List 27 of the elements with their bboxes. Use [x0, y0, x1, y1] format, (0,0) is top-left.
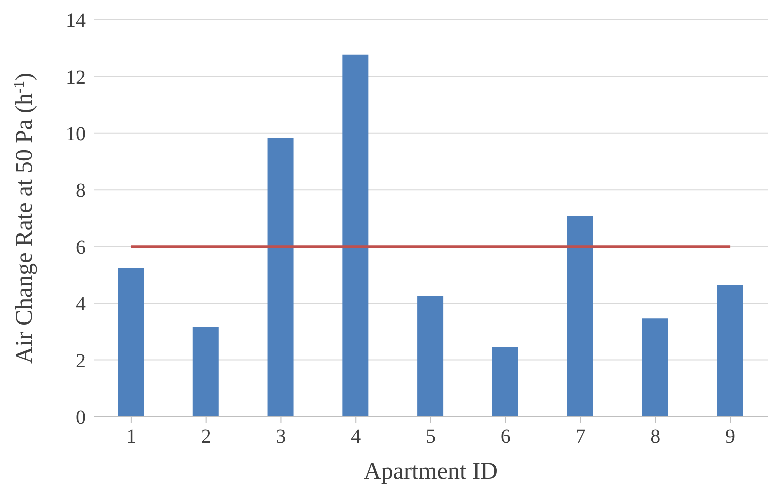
- bar: [642, 318, 668, 417]
- bar: [268, 138, 294, 417]
- x-tick-label: 9: [726, 426, 736, 448]
- bar: [492, 348, 518, 417]
- y-tick-label: 4: [76, 294, 86, 316]
- bar: [717, 285, 744, 417]
- bar: [567, 216, 594, 417]
- y-tick-label: 2: [76, 350, 86, 372]
- bar: [192, 327, 219, 417]
- y-tick-label: 10: [66, 124, 86, 146]
- x-tick-label: 6: [500, 426, 511, 448]
- bar: [118, 268, 144, 417]
- x-axis-title: Apartment ID: [364, 459, 498, 485]
- x-tick-label: 7: [576, 426, 586, 448]
- y-tick-label: 12: [66, 66, 86, 89]
- x-tick-label: 2: [201, 426, 212, 448]
- x-tick-label: 4: [351, 426, 362, 448]
- x-tick-label: 1: [126, 426, 136, 448]
- x-tick-label: 8: [650, 426, 661, 448]
- bar: [418, 296, 444, 417]
- x-tick-label: 5: [426, 426, 436, 448]
- y-tick-label: 14: [66, 10, 86, 32]
- y-tick-label: 8: [76, 180, 86, 202]
- y-tick-label: 0: [76, 407, 86, 430]
- bar: [342, 54, 369, 417]
- x-tick-label: 3: [276, 426, 286, 448]
- y-tick-label: 6: [76, 236, 86, 259]
